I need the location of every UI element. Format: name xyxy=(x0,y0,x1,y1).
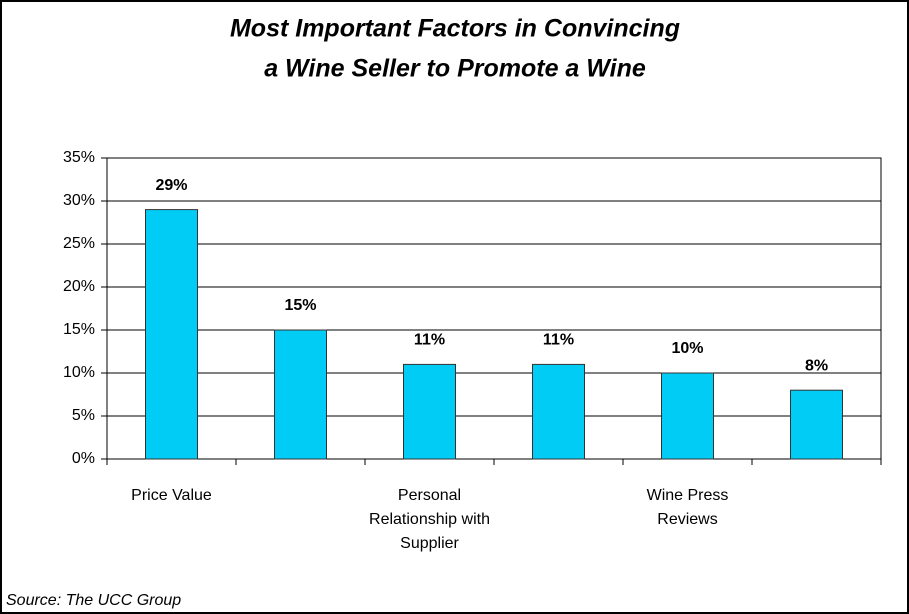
y-tick-label: 15% xyxy=(63,321,95,338)
value-label: 15% xyxy=(284,297,316,314)
bar xyxy=(790,389,843,460)
y-tick-label: 35% xyxy=(63,149,95,166)
y-tick-label: 5% xyxy=(72,407,95,424)
y-tick-label: 30% xyxy=(63,192,95,209)
y-tick-label: 25% xyxy=(63,235,95,252)
chart-title: a Wine Seller to Promote a Wine xyxy=(264,55,646,83)
y-tick-label: 10% xyxy=(63,364,95,381)
bar xyxy=(532,363,585,460)
value-label: 11% xyxy=(414,332,445,349)
value-label: 11% xyxy=(543,332,574,349)
value-label: 10% xyxy=(671,340,703,357)
value-label: 8% xyxy=(805,357,828,374)
value-label: 29% xyxy=(155,177,187,194)
bar xyxy=(403,363,456,460)
x-tick-label: Price Value xyxy=(131,487,212,504)
bar xyxy=(145,209,198,460)
bar xyxy=(661,372,714,460)
source: Source: The UCC Group xyxy=(6,592,181,609)
chart-title: Most Important Factors in Convincing xyxy=(230,15,680,43)
y-tick-label: 20% xyxy=(63,278,95,295)
bar xyxy=(274,329,327,460)
x-tick-label: Personal Relationship with Supplier xyxy=(369,487,490,552)
x-tick-label: Wine Press Reviews xyxy=(646,487,729,528)
y-tick-label: 0% xyxy=(72,450,95,467)
